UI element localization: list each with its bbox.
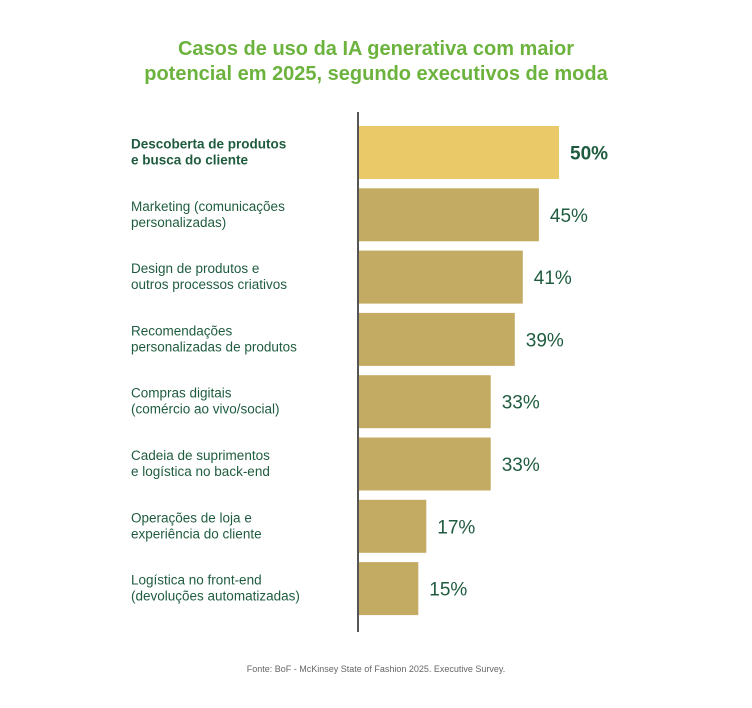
- category-label-line: Logística no front-end: [131, 573, 262, 588]
- category-label-line: personalizadas): [131, 215, 226, 230]
- bar: [358, 562, 419, 616]
- value-label: 50%: [570, 144, 608, 165]
- category-label-line: Recomendações: [131, 323, 233, 338]
- chart-title-line-1: Casos de uso da IA generativa com maior: [177, 38, 575, 60]
- category-label-line: Cadeia de suprimentos: [131, 448, 270, 463]
- bar: [358, 437, 491, 491]
- chart-title-line-2: potencial em 2025, segundo executivos de…: [144, 63, 608, 85]
- category-label-line: Design de produtos e: [131, 261, 259, 276]
- category-label-line: e logística no back-end: [131, 464, 270, 479]
- value-label: 17%: [437, 517, 475, 538]
- bar: [358, 375, 491, 429]
- value-label: 33%: [502, 393, 540, 414]
- category-label-line: e busca do cliente: [131, 153, 249, 168]
- value-label: 15%: [429, 580, 467, 601]
- bar: [358, 250, 523, 304]
- category-label-line: experiência do cliente: [131, 526, 262, 541]
- bar: [358, 312, 515, 366]
- value-label: 39%: [526, 330, 564, 351]
- value-label: 41%: [534, 268, 572, 289]
- category-label-line: personalizadas de produtos: [131, 339, 297, 354]
- category-label-line: Marketing (comunicações: [131, 199, 285, 214]
- category-label-line: outros processos criativos: [131, 277, 287, 292]
- value-label: 33%: [502, 455, 540, 476]
- category-label-line: Compras digitais: [131, 386, 232, 401]
- category-label-line: Operações de loja e: [131, 510, 252, 525]
- category-label-line: (comércio ao vivo/social): [131, 402, 280, 417]
- bar: [358, 499, 427, 553]
- bar: [358, 188, 539, 242]
- source-note: Fonte: BoF - McKinsey State of Fashion 2…: [246, 664, 506, 674]
- chart-title: Casos de uso da IA generativa com maior …: [60, 37, 692, 87]
- category-label-line: Descoberta de produtos: [131, 137, 286, 152]
- category-label-line: (devoluções automatizadas): [131, 589, 300, 604]
- bar: [358, 126, 559, 179]
- value-label: 45%: [550, 206, 588, 227]
